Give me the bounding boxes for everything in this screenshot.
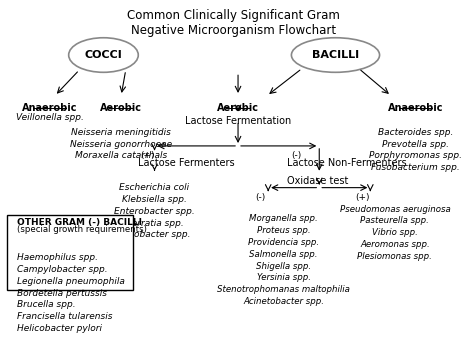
Text: Morganella spp.
Proteus spp.
Providencia spp.
Salmonella spp.
Shigella spp.
Yers: Morganella spp. Proteus spp. Providencia… xyxy=(217,215,350,306)
Text: OTHER GRAM (-) BACILLI: OTHER GRAM (-) BACILLI xyxy=(17,218,142,227)
Text: Anaerobic: Anaerobic xyxy=(22,103,78,113)
FancyBboxPatch shape xyxy=(8,215,133,290)
Text: Lactose Fermentation: Lactose Fermentation xyxy=(185,116,291,126)
Text: (-): (-) xyxy=(255,193,266,202)
Text: Haemophilus spp.
Campylobacter spp.
Legionella pneumophila
Bordetella pertussis
: Haemophilus spp. Campylobacter spp. Legi… xyxy=(17,253,125,333)
Text: Lactose Fermenters: Lactose Fermenters xyxy=(138,158,235,168)
Text: Escherichia coli
Klebsiella spp.
Enterobacter spp.
Serratia spp.
Citrobacter spp: Escherichia coli Klebsiella spp. Enterob… xyxy=(114,183,195,239)
Text: BACILLI: BACILLI xyxy=(312,50,359,60)
Text: Aerobic: Aerobic xyxy=(100,103,142,113)
Text: Veillonella spp.: Veillonella spp. xyxy=(16,114,84,122)
Text: (+): (+) xyxy=(355,193,369,202)
Text: Bacteroides spp.
Prevotella spp.
Porphyromonas spp.
Fusobacterium spp.: Bacteroides spp. Prevotella spp. Porphyr… xyxy=(369,128,462,172)
Text: Oxidase test: Oxidase test xyxy=(287,176,348,186)
Text: Aerobic: Aerobic xyxy=(217,103,259,113)
Text: (-): (-) xyxy=(292,151,301,160)
Text: Common Clinically Significant Gram
Negative Microorganism Flowchart: Common Clinically Significant Gram Negat… xyxy=(127,9,340,37)
Text: COCCI: COCCI xyxy=(84,50,122,60)
Text: Neisseria meningitidis
Neisseria gonorrhoeae
Moraxella catarrhals: Neisseria meningitidis Neisseria gonorrh… xyxy=(70,128,172,160)
Text: Lactose Non-Fermenters: Lactose Non-Fermenters xyxy=(287,158,407,168)
Text: Anaerobic: Anaerobic xyxy=(388,103,444,113)
Text: (special growth requirements): (special growth requirements) xyxy=(17,225,146,234)
Text: Pseudomonas aeruginosa
Pasteurella spp.
Vibrio spp.
Aeromonas spp.
Plesiomonas s: Pseudomonas aeruginosa Pasteurella spp. … xyxy=(339,205,450,261)
Text: (+): (+) xyxy=(141,151,155,160)
